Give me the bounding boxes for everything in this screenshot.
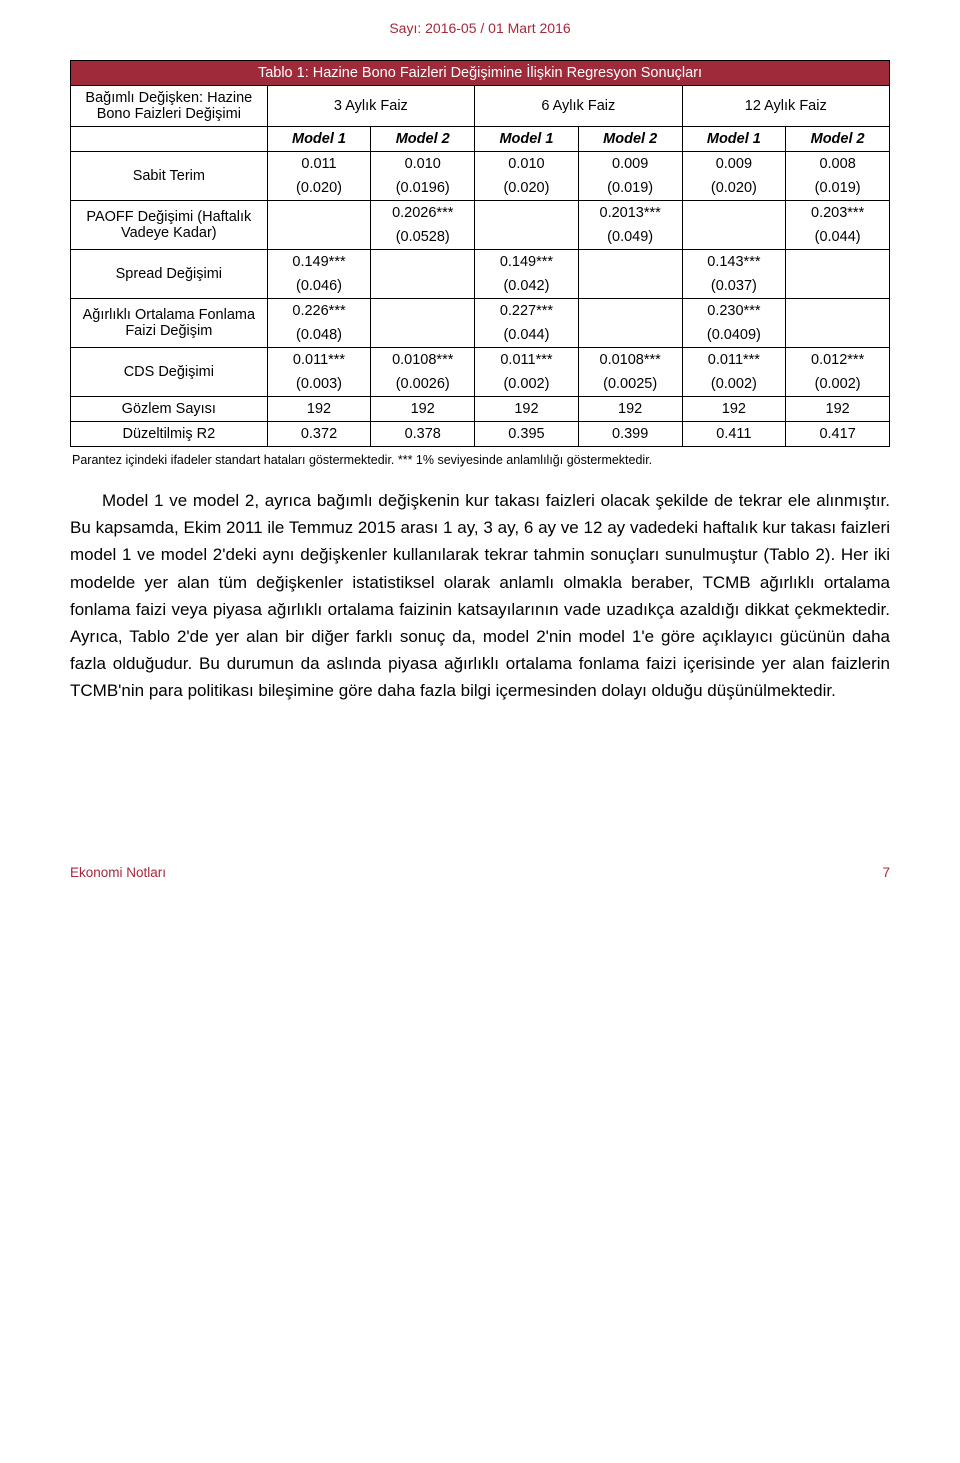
coef-1-5: 0.203*** <box>786 201 890 226</box>
period-col-0: 3 Aylık Faiz <box>267 86 474 127</box>
coef-4-1: 0.0108*** <box>371 348 475 373</box>
row-label-2: Spread Değişimi <box>71 250 268 299</box>
se-1-1: (0.0528) <box>371 225 475 250</box>
se-3-3 <box>578 323 682 348</box>
r2-4: 0.411 <box>682 422 786 447</box>
se-0-3: (0.019) <box>578 176 682 201</box>
model-header-2: Model 1 <box>475 127 579 152</box>
se-3-4: (0.0409) <box>682 323 786 348</box>
row-label-3: Ağırlıklı Ortalama Fonlama Faizi Değişim <box>71 299 268 348</box>
coef-0-2: 0.010 <box>475 152 579 177</box>
se-2-3 <box>578 274 682 299</box>
row-label-1: PAOFF Değişimi (Haftalık Vadeye Kadar) <box>71 201 268 250</box>
obs-3: 192 <box>578 397 682 422</box>
se-3-0: (0.048) <box>267 323 371 348</box>
r2-2: 0.395 <box>475 422 579 447</box>
coef-4-2: 0.011*** <box>475 348 579 373</box>
se-3-2: (0.044) <box>475 323 579 348</box>
r2-3: 0.399 <box>578 422 682 447</box>
coef-0-0: 0.011 <box>267 152 371 177</box>
obs-5: 192 <box>786 397 890 422</box>
se-1-5: (0.044) <box>786 225 890 250</box>
coef-3-0: 0.226*** <box>267 299 371 324</box>
se-1-2 <box>475 225 579 250</box>
se-1-0 <box>267 225 371 250</box>
coef-3-5 <box>786 299 890 324</box>
coef-4-3: 0.0108*** <box>578 348 682 373</box>
coef-1-4 <box>682 201 786 226</box>
coef-2-2: 0.149*** <box>475 250 579 275</box>
coef-4-0: 0.011*** <box>267 348 371 373</box>
coef-3-4: 0.230*** <box>682 299 786 324</box>
model-header-0: Model 1 <box>267 127 371 152</box>
footer-page-number: 7 <box>882 865 890 880</box>
coef-2-0: 0.149*** <box>267 250 371 275</box>
model-header-5: Model 2 <box>786 127 890 152</box>
period-col-2: 12 Aylık Faiz <box>682 86 889 127</box>
se-2-1 <box>371 274 475 299</box>
obs-4: 192 <box>682 397 786 422</box>
se-4-2: (0.002) <box>475 372 579 397</box>
se-0-0: (0.020) <box>267 176 371 201</box>
se-4-1: (0.0026) <box>371 372 475 397</box>
se-0-4: (0.020) <box>682 176 786 201</box>
row-label-0: Sabit Terim <box>71 152 268 201</box>
r2-0: 0.372 <box>267 422 371 447</box>
coef-0-1: 0.010 <box>371 152 475 177</box>
se-4-4: (0.002) <box>682 372 786 397</box>
table-footnote: Parantez içindeki ifadeler standart hata… <box>72 453 888 467</box>
obs-0: 192 <box>267 397 371 422</box>
obs-2: 192 <box>475 397 579 422</box>
se-0-1: (0.0196) <box>371 176 475 201</box>
se-3-1 <box>371 323 475 348</box>
row-label-4: CDS Değişimi <box>71 348 268 397</box>
model-header-empty <box>71 127 268 152</box>
se-0-5: (0.019) <box>786 176 890 201</box>
r2-label: Düzeltilmiş R2 <box>71 422 268 447</box>
period-col-1: 6 Aylık Faiz <box>475 86 682 127</box>
se-4-0: (0.003) <box>267 372 371 397</box>
coef-0-5: 0.008 <box>786 152 890 177</box>
model-header-1: Model 2 <box>371 127 475 152</box>
model-header-4: Model 1 <box>682 127 786 152</box>
coef-2-3 <box>578 250 682 275</box>
table-title: Tablo 1: Hazine Bono Faizleri Değişimine… <box>71 61 890 86</box>
regression-table: Tablo 1: Hazine Bono Faizleri Değişimine… <box>70 60 890 447</box>
se-4-3: (0.0025) <box>578 372 682 397</box>
coef-2-5 <box>786 250 890 275</box>
footer-left: Ekonomi Notları <box>70 865 166 880</box>
se-4-5: (0.002) <box>786 372 890 397</box>
se-2-0: (0.046) <box>267 274 371 299</box>
coef-0-3: 0.009 <box>578 152 682 177</box>
coef-2-4: 0.143*** <box>682 250 786 275</box>
obs-1: 192 <box>371 397 475 422</box>
se-2-4: (0.037) <box>682 274 786 299</box>
se-3-5 <box>786 323 890 348</box>
r2-5: 0.417 <box>786 422 890 447</box>
coef-1-2 <box>475 201 579 226</box>
coef-4-4: 0.011*** <box>682 348 786 373</box>
coef-3-2: 0.227*** <box>475 299 579 324</box>
coef-3-3 <box>578 299 682 324</box>
model-header-3: Model 2 <box>578 127 682 152</box>
se-2-5 <box>786 274 890 299</box>
body-paragraph: Model 1 ve model 2, ayrıca bağımlı değiş… <box>70 487 890 705</box>
coef-0-4: 0.009 <box>682 152 786 177</box>
coef-4-5: 0.012*** <box>786 348 890 373</box>
page-header: Sayı: 2016-05 / 01 Mart 2016 <box>70 20 890 36</box>
se-0-2: (0.020) <box>475 176 579 201</box>
obs-label: Gözlem Sayısı <box>71 397 268 422</box>
coef-2-1 <box>371 250 475 275</box>
r2-1: 0.378 <box>371 422 475 447</box>
coef-1-0 <box>267 201 371 226</box>
coef-3-1 <box>371 299 475 324</box>
coef-1-3: 0.2013*** <box>578 201 682 226</box>
coef-1-1: 0.2026*** <box>371 201 475 226</box>
dependent-var-label: Bağımlı Değişken: Hazine Bono Faizleri D… <box>71 86 268 127</box>
se-2-2: (0.042) <box>475 274 579 299</box>
se-1-3: (0.049) <box>578 225 682 250</box>
se-1-4 <box>682 225 786 250</box>
